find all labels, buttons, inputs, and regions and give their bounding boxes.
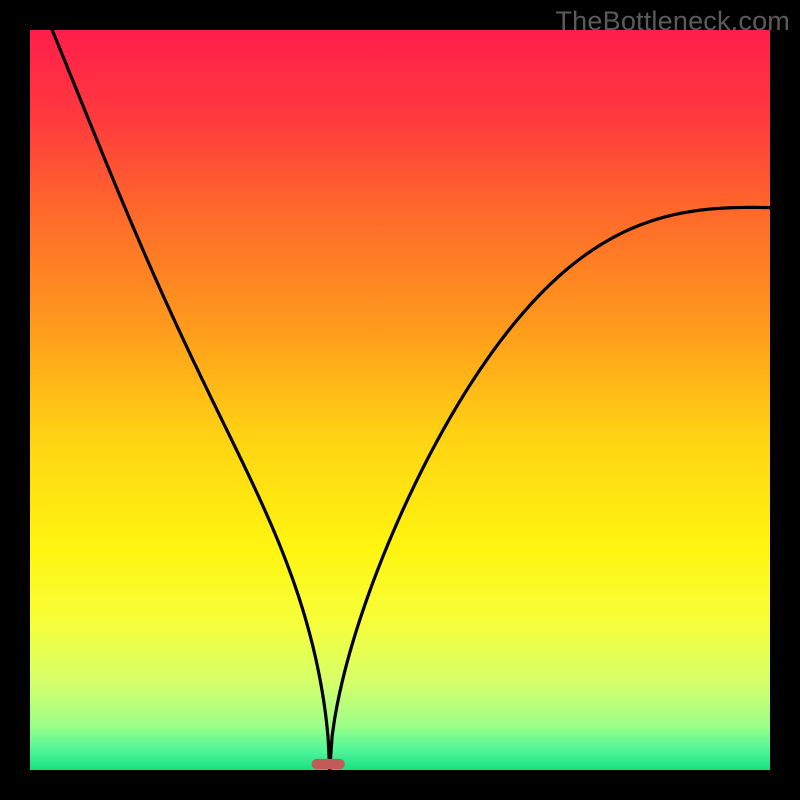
bottleneck-chart [0, 0, 800, 800]
optimum-marker [312, 759, 345, 769]
watermark-text: TheBottleneck.com [555, 6, 790, 37]
chart-background-gradient [30, 30, 770, 770]
